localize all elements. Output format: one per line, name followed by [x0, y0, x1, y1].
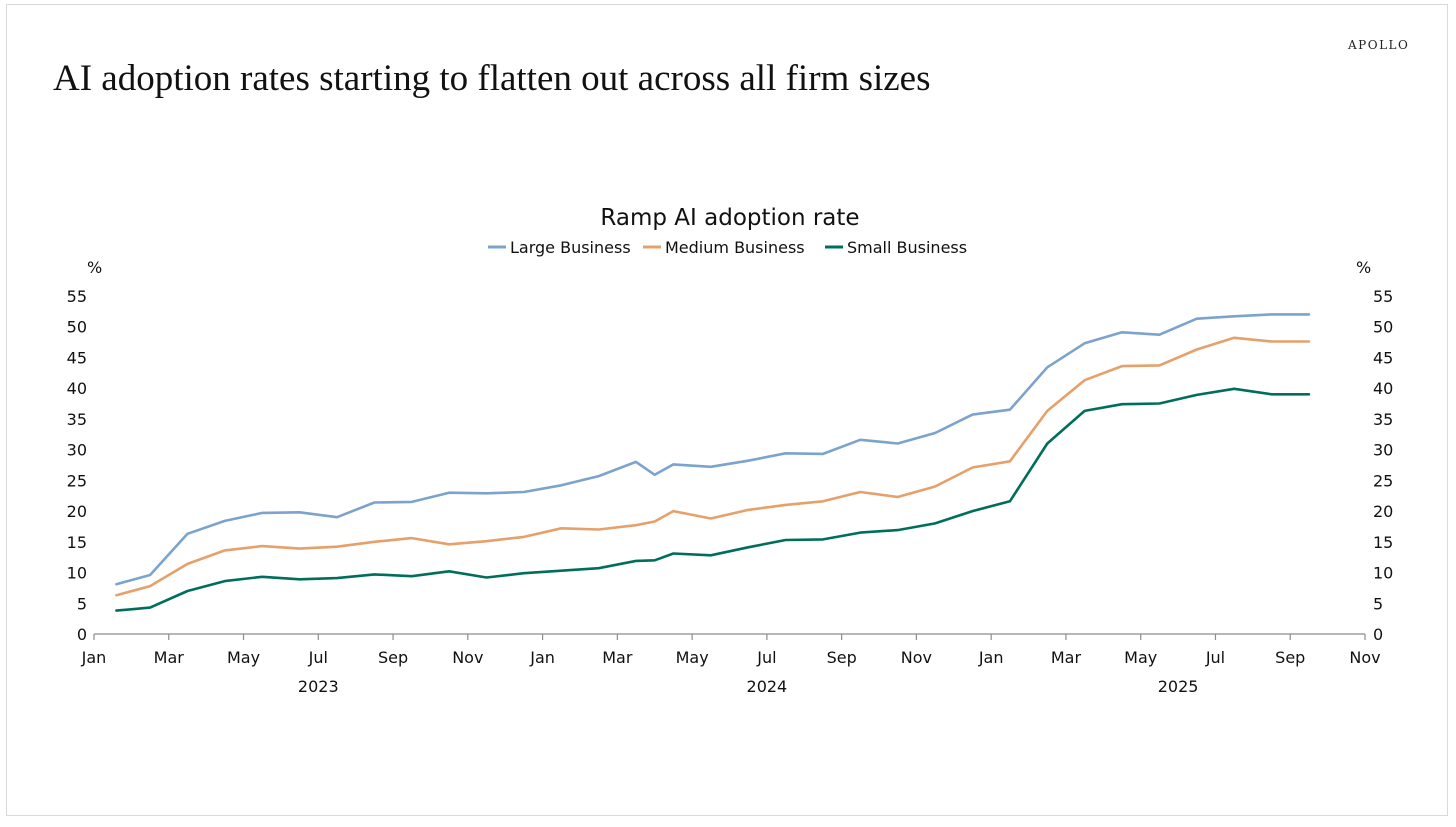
x-tick-label: Mar — [154, 648, 185, 667]
y-tick-left: 15 — [67, 533, 87, 552]
x-year-label: 2025 — [1158, 677, 1199, 696]
x-axis: Jan Mar May Jul Sep Nov Jan Mar May Jul Sep Nov Jan M… — [81, 634, 1381, 696]
y-tick-left: 20 — [67, 502, 87, 521]
x-tick-label: Nov — [901, 648, 932, 667]
chart-title: Ramp AI adoption rate — [600, 205, 859, 231]
y-tick-right: 30 — [1373, 441, 1393, 460]
y-tick-right: 55 — [1373, 287, 1393, 306]
y-tick-left: 40 — [67, 379, 87, 398]
x-tick-label: Nov — [452, 648, 483, 667]
x-year-label: 2023 — [298, 677, 339, 696]
y-tick-left: 25 — [67, 471, 87, 490]
brand-logo: APOLLO — [1348, 38, 1410, 52]
y-tick-left: 30 — [67, 441, 87, 460]
legend-label-medium: Medium Business — [665, 238, 805, 257]
x-tick-label: Jan — [81, 648, 107, 667]
x-tick-label: Nov — [1349, 648, 1380, 667]
x-tick-label: Sep — [1275, 648, 1305, 667]
y-tick-right: 40 — [1373, 379, 1393, 398]
y-tick-right: 45 — [1373, 348, 1393, 367]
page-title: AI adoption rates starting to flatten ou… — [53, 58, 931, 99]
y-axis-unit-right: % — [1356, 258, 1371, 277]
legend: Large Business Medium Business Small Bus… — [488, 238, 967, 257]
x-tick-label: May — [1124, 648, 1157, 667]
x-tick-label: Jul — [1205, 648, 1225, 667]
x-tick-label: Mar — [1051, 648, 1082, 667]
y-axis-unit-left: % — [87, 258, 102, 277]
y-axis-right: 0 5 10 15 20 25 30 35 40 45 50 55 — [1373, 287, 1393, 644]
y-tick-left: 5 — [77, 594, 87, 613]
x-tick-label: Jan — [978, 648, 1004, 667]
y-tick-left: 0 — [77, 625, 87, 644]
x-tick-label: Jan — [529, 648, 555, 667]
y-tick-right: 5 — [1373, 594, 1383, 613]
y-axis-left: 0 5 10 15 20 25 30 35 40 45 50 55 — [67, 287, 87, 644]
legend-label-small: Small Business — [847, 238, 967, 257]
y-tick-left: 10 — [67, 564, 87, 583]
x-tick-label: Sep — [378, 648, 408, 667]
series-lines — [115, 313, 1311, 612]
series-line-medium — [115, 336, 1311, 597]
y-tick-right: 0 — [1373, 625, 1383, 644]
y-tick-left: 35 — [67, 410, 87, 429]
y-tick-right: 25 — [1373, 471, 1393, 490]
y-tick-left: 45 — [67, 348, 87, 367]
y-tick-left: 55 — [67, 287, 87, 306]
x-tick-label: Jul — [756, 648, 776, 667]
x-tick-label: May — [676, 648, 709, 667]
x-tick-label: Sep — [827, 648, 857, 667]
y-tick-right: 35 — [1373, 410, 1393, 429]
y-tick-right: 50 — [1373, 318, 1393, 337]
y-tick-left: 50 — [67, 318, 87, 337]
series-line-small — [115, 387, 1311, 612]
slide-frame — [6, 4, 1448, 816]
x-tick-label: May — [227, 648, 260, 667]
legend-label-large: Large Business — [510, 238, 631, 257]
series-line-large — [115, 313, 1311, 586]
y-tick-right: 20 — [1373, 502, 1393, 521]
x-year-label: 2024 — [747, 677, 788, 696]
x-tick-label: Jul — [308, 648, 328, 667]
x-tick-label: Mar — [602, 648, 633, 667]
y-tick-right: 10 — [1373, 564, 1393, 583]
y-tick-right: 15 — [1373, 533, 1393, 552]
